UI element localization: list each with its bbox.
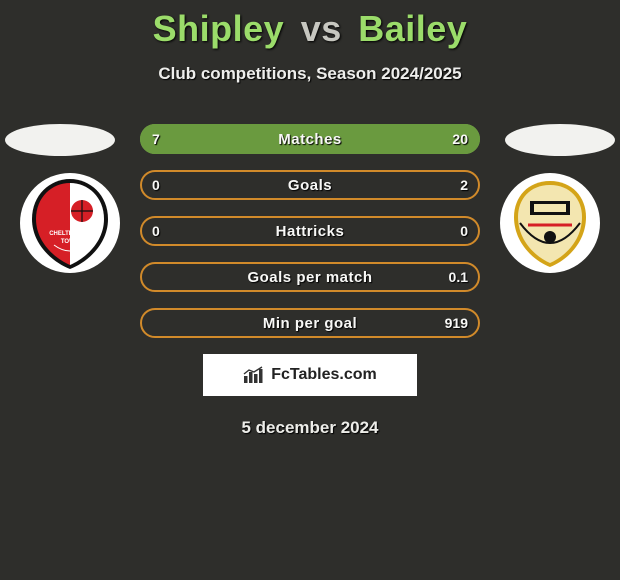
player1-name: Shipley — [153, 8, 285, 49]
stat-label: Hattricks — [276, 223, 345, 240]
club-logo-left: CHELTENHAM TOWN — [20, 173, 120, 273]
stat-right-value: 20 — [452, 131, 468, 147]
stat-row: 0 Hattricks 0 — [140, 216, 480, 246]
stat-left-value: 7 — [152, 131, 160, 147]
stat-row: Goals per match 0.1 — [140, 262, 480, 292]
stat-label: Matches — [278, 131, 342, 148]
chart-icon — [243, 366, 265, 384]
stat-row: Min per goal 919 — [140, 308, 480, 338]
comparison-area: CHELTENHAM TOWN 7Matches200Goals20Hattri… — [0, 124, 620, 438]
stat-label: Goals — [288, 177, 332, 194]
stat-right-value: 0 — [460, 223, 468, 239]
vs-label: vs — [301, 8, 342, 49]
subtitle: Club competitions, Season 2024/2025 — [0, 64, 620, 84]
brand-box: FcTables.com — [203, 354, 417, 396]
stat-left-value: 0 — [152, 223, 160, 239]
flag-left — [5, 124, 115, 156]
player2-name: Bailey — [358, 8, 467, 49]
flag-right — [505, 124, 615, 156]
svg-text:TOWN: TOWN — [61, 239, 79, 245]
stat-right-value: 0.1 — [449, 269, 468, 285]
date-label: 5 december 2024 — [0, 418, 620, 438]
stat-bar-right — [228, 124, 480, 154]
stat-label: Min per goal — [263, 315, 357, 332]
stat-row: 0 Goals 2 — [140, 170, 480, 200]
stat-label: Goals per match — [247, 269, 372, 286]
stats-list: 7Matches200Goals20Hattricks0Goals per ma… — [140, 124, 480, 338]
svg-text:CHELTENHAM: CHELTENHAM — [49, 231, 91, 237]
club-logo-right — [500, 173, 600, 273]
stat-left-value: 0 — [152, 177, 160, 193]
stat-right-value: 919 — [445, 315, 468, 331]
stat-right-value: 2 — [460, 177, 468, 193]
brand-text: FcTables.com — [271, 366, 377, 384]
page-title: Shipley vs Bailey — [0, 0, 620, 50]
stat-row: 7 Matches 20 — [140, 124, 480, 154]
